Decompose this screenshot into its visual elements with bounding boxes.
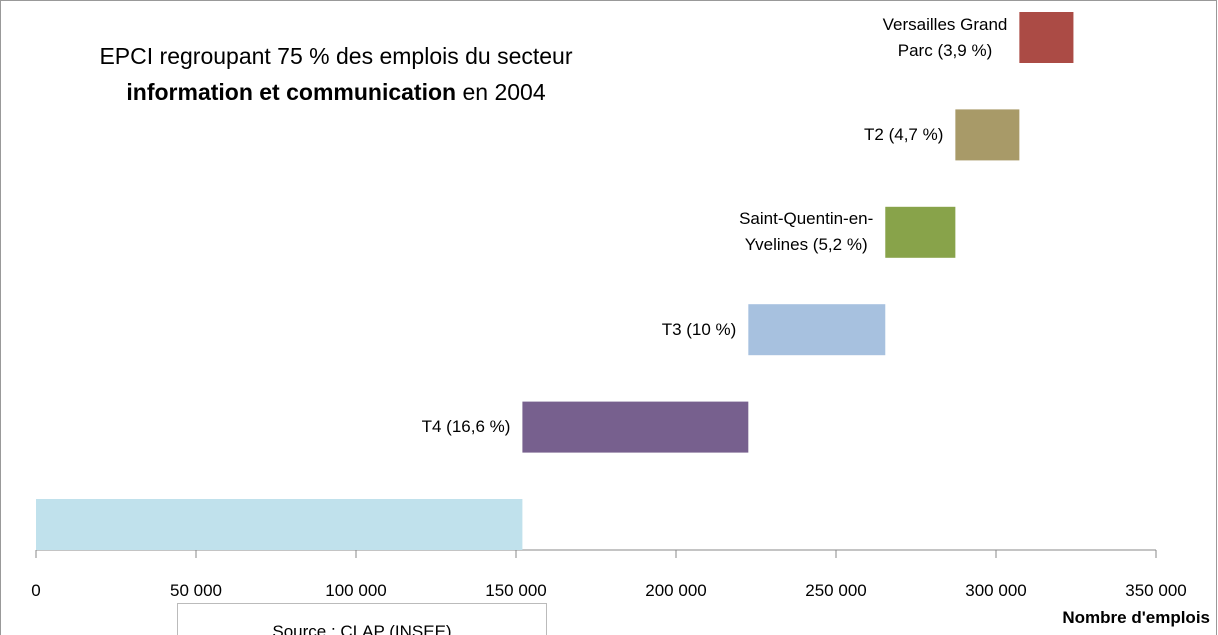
bar: [36, 499, 523, 550]
x-tick-label: 200 000: [645, 581, 707, 600]
x-tick-label: 250 000: [805, 581, 867, 600]
x-tick-label: 150 000: [485, 581, 547, 600]
bar: [522, 401, 749, 453]
bar-label: Saint-Quentin-en- Yvelines (5,2 %): [739, 209, 874, 255]
bar-label: T4 (16,6 %): [421, 417, 511, 437]
bar: [885, 206, 956, 258]
x-tick-label: 50 000: [170, 581, 222, 600]
x-axis-label: Nombre d'emplois: [1062, 608, 1210, 627]
chart-title: EPCI regroupant 75 % des emplois du sect…: [36, 38, 636, 110]
bar-label: T2 (4,7 %): [864, 124, 944, 144]
source-box: Source : CLAP (INSEE): [177, 603, 547, 635]
bar: [1019, 12, 1074, 63]
bar-label: Versailles Grand Parc (3,9 %): [882, 14, 1008, 60]
bar-label: T3 (10 %): [661, 319, 737, 339]
title-line: EPCI regroupant 75 % des emplois du sect…: [99, 43, 573, 69]
title-bold: information et communication: [126, 79, 457, 105]
bar: [748, 304, 886, 356]
bar: [955, 109, 1020, 161]
x-tick-label: 300 000: [965, 581, 1027, 600]
x-tick-label: 350 000: [1125, 581, 1187, 600]
title-end: en 2004: [462, 79, 546, 105]
x-tick-label: 0: [31, 581, 41, 600]
x-tick-label: 100 000: [325, 581, 387, 600]
